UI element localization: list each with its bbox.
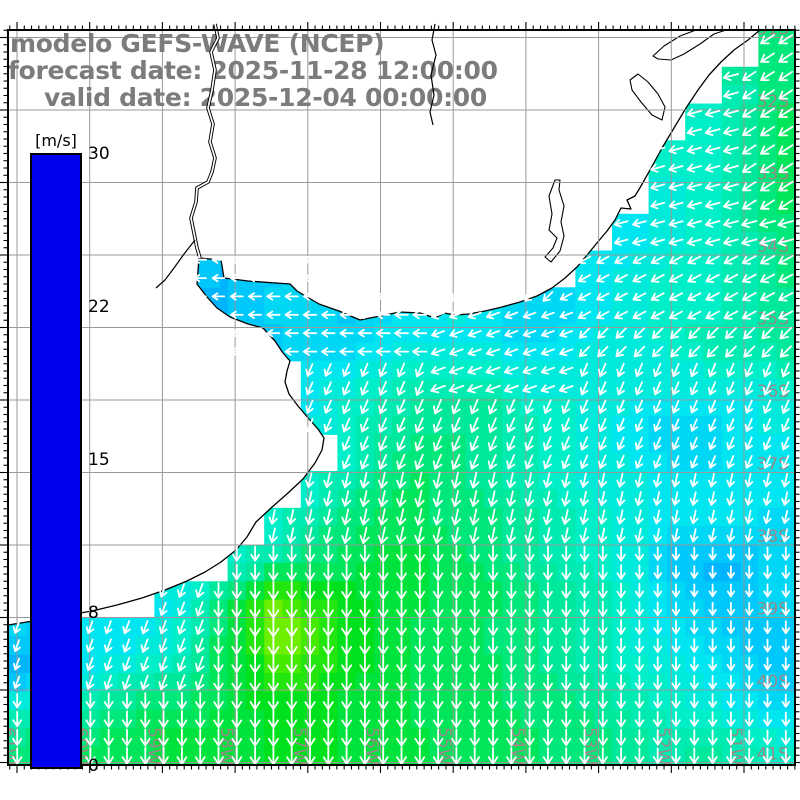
- lon-label: 58W: [216, 727, 236, 766]
- lon-label: 56W: [362, 727, 382, 766]
- lon-label: 57W: [289, 727, 309, 766]
- lat-label: 38S: [757, 527, 789, 547]
- title-line-2: forecast date: 2025-11-28 12:00:00: [8, 56, 498, 85]
- map-frame: [7, 29, 796, 766]
- lat-label: 39S: [757, 600, 789, 620]
- colorbar-tick-label: 22: [88, 297, 110, 317]
- colorbar-tick-label: 8: [88, 603, 99, 623]
- colorbar-tick-label: 0: [88, 756, 99, 776]
- colorbar-tick-label: 30: [88, 144, 110, 164]
- lon-label: 55W: [434, 727, 454, 766]
- colorbar-tick-label: 15: [88, 450, 110, 470]
- title-line-3: valid date: 2025-12-04 00:00:00: [44, 83, 487, 112]
- colorbar: [m/s] 30 22 15 8 0: [30, 131, 150, 776]
- lon-label: 59W: [143, 727, 163, 766]
- title-line-1: modelo GEFS-WAVE (NCEP): [10, 29, 384, 58]
- lat-label: 40S: [757, 672, 789, 692]
- title-block: modelo GEFS-WAVE (NCEP) forecast date: 2…: [8, 29, 498, 112]
- lat-label: 37S: [757, 455, 789, 475]
- lat-label: 33S: [757, 165, 789, 185]
- lat-label: 36S: [757, 382, 789, 402]
- river-lines: [155, 23, 437, 289]
- lon-label: 54W: [507, 727, 527, 766]
- colorbar-gradient: [30, 153, 82, 769]
- lon-label: 61W: [0, 727, 18, 766]
- colorbar-unit-label: [m/s]: [35, 131, 77, 150]
- wind-arrows: [12, 34, 795, 765]
- tick-marks: [0, 22, 800, 773]
